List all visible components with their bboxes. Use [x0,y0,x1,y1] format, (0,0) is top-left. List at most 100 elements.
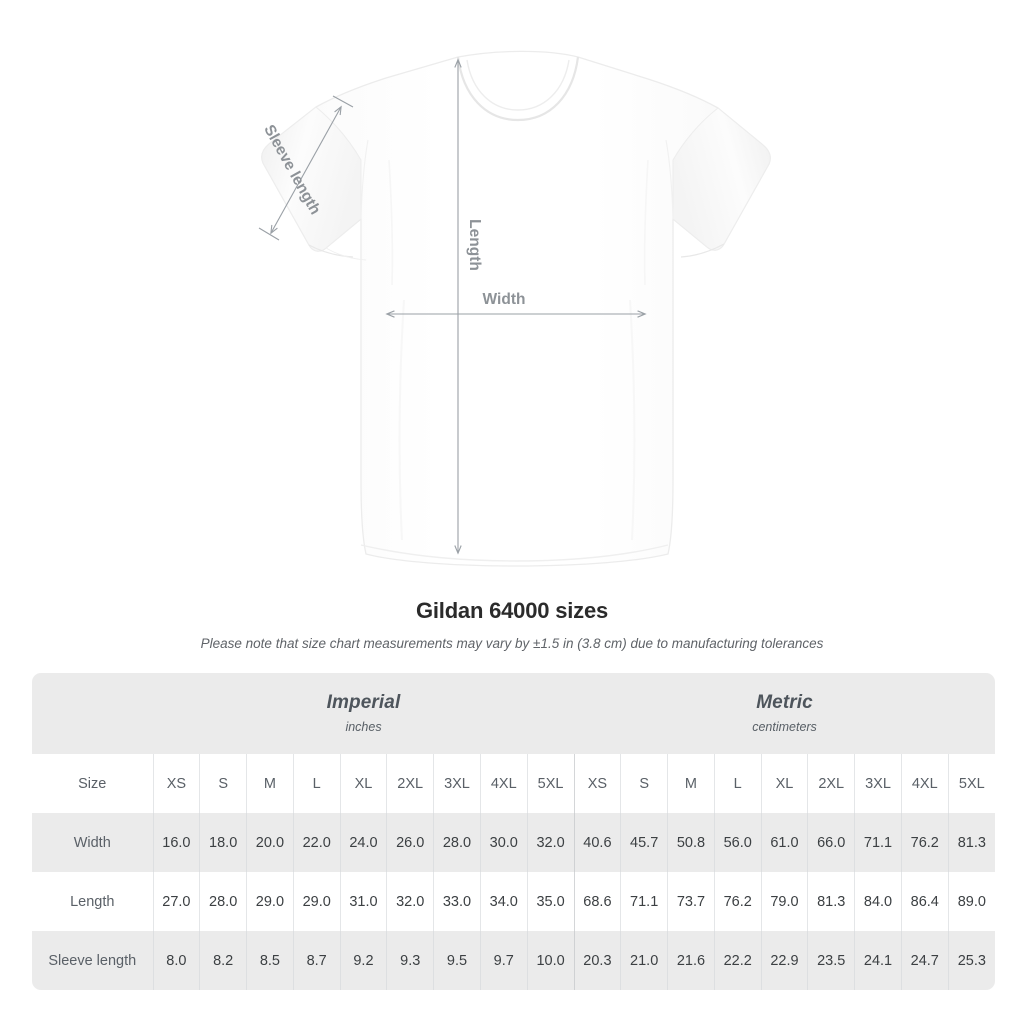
measurement-cell: 10.0 [526,931,575,990]
table-row: Sleeve length 8.0 8.2 8.5 8.7 9.2 9.3 9.5 9.7 10.… [32,931,995,990]
measurement-cell: 86.4 [900,872,949,931]
size-header-cell: 2XL [386,754,434,813]
measurement-cell: 21.0 [620,931,668,990]
size-header-cell: 5XL [947,754,995,813]
measurement-cell: 29.0 [292,872,341,931]
size-header-cell: 5XL [526,754,575,813]
length-label: Length [466,219,483,271]
measurement-cell: 33.0 [433,872,481,931]
measurement-cell: 84.0 [854,872,902,931]
measurement-cell: 50.8 [667,813,715,872]
size-header-cell: 4XL [479,754,528,813]
size-header-cell: XL [339,754,387,813]
size-header-cell: 3XL [433,754,481,813]
measurement-cell: 79.0 [760,872,808,931]
measurement-cell: 22.9 [760,931,808,990]
tshirt-diagram: Width Length Sleeve length [258,50,771,567]
measurement-cell: 31.0 [339,872,387,931]
row-label: Width [32,813,153,872]
size-header-cell: L [292,754,341,813]
row-label-size: Size [32,754,153,813]
unit-header-metric: Metric centimeters [574,673,995,754]
measurement-cell: 76.2 [713,872,762,931]
unit-name: Metric [756,692,813,713]
unit-subtitle: centimeters [752,720,817,734]
measurement-cell: 40.6 [573,813,621,872]
unit-name: Imperial [326,692,401,713]
unit-subtitle: inches [345,720,382,734]
measurement-cell: 71.1 [620,872,668,931]
measurement-cell: 8.2 [199,931,247,990]
measurement-cell: 35.0 [526,872,575,931]
size-header-cell: S [199,754,247,813]
measurement-cell: 24.7 [900,931,949,990]
measurement-cell: 28.0 [199,872,247,931]
unit-band-row: Imperial inches Metric centimeters [32,673,995,754]
measurement-cell: 81.3 [807,872,855,931]
table-row: Length 27.0 28.0 29.0 29.0 31.0 32.0 33.0 34.0 35… [32,872,995,931]
measurement-cell: 8.7 [292,931,341,990]
measurement-cell: 76.2 [900,813,949,872]
measurement-cell: 73.7 [667,872,715,931]
size-header-cell: L [713,754,762,813]
measurement-cell: 66.0 [807,813,855,872]
measurement-cell: 21.6 [667,931,715,990]
measurement-cell: 30.0 [479,813,528,872]
width-label: Width [483,291,526,308]
measurement-cell: 68.6 [573,872,621,931]
page-title: Gildan 64000 sizes [415,598,609,623]
size-header-cell: XS [573,754,621,813]
measurement-guides [258,58,647,555]
measurement-cell: 32.0 [386,872,434,931]
measurement-cell: 26.0 [386,813,434,872]
size-header-row: Size XS S M L XL 2XL 3XL 4XL 5XL XS S M L XL 2XL 3XL 4XL 5… [32,754,995,813]
measurement-cell: 45.7 [620,813,668,872]
row-label: Length [32,872,153,931]
measurement-cell: 27.0 [152,872,200,931]
unit-header-imperial: Imperial inches [153,673,575,754]
measurement-cell: 8.0 [152,931,200,990]
size-chart-table: Imperial inches Metric centimeters Size XS S M L… [32,673,995,990]
measurement-cell: 71.1 [854,813,902,872]
measurement-cell: 24.0 [339,813,387,872]
measurement-cell: 16.0 [152,813,200,872]
chart-heading-block: Gildan 64000 sizes Please note that size… [0,596,1024,654]
measurement-cell: 25.3 [947,931,995,990]
tshirt-illustration [261,50,771,567]
size-header-cell: XL [760,754,808,813]
measurement-cell: 29.0 [246,872,294,931]
measurement-cell: 9.7 [479,931,528,990]
measurement-cell: 20.0 [246,813,294,872]
measurement-cell: 61.0 [760,813,808,872]
unit-band-spacer [32,673,153,754]
measurement-cell: 9.5 [433,931,481,990]
size-header-cell: M [246,754,294,813]
size-header-cell: M [667,754,715,813]
size-header-cell: 2XL [807,754,855,813]
tolerance-note: Please note that size chart measurements… [200,636,824,651]
size-header-cell: 3XL [854,754,902,813]
measurement-cell: 24.1 [854,931,902,990]
measurement-cell: 81.3 [947,813,995,872]
measurement-cell: 34.0 [479,872,528,931]
measurement-cell: 8.5 [246,931,294,990]
size-chart-table-wrap: Imperial inches Metric centimeters Size XS S M L… [32,673,995,990]
measurement-cell: 28.0 [433,813,481,872]
measurement-cell: 89.0 [947,872,995,931]
sleeve-guide-line [270,105,342,235]
row-label: Sleeve length [32,931,153,990]
table-row: Width 16.0 18.0 20.0 22.0 24.0 26.0 28.0 30.0 32.… [32,813,995,872]
measurement-cell: 22.2 [713,931,762,990]
size-header-cell: S [620,754,668,813]
sleeve-tick-top [332,95,354,108]
measurement-cell: 22.0 [292,813,341,872]
measurement-cell: 20.3 [573,931,621,990]
size-header-cell: 4XL [900,754,949,813]
size-header-cell: XS [152,754,200,813]
measurement-cell: 9.2 [339,931,387,990]
measurement-cell: 23.5 [807,931,855,990]
measurement-cell: 32.0 [526,813,575,872]
measurement-cell: 9.3 [386,931,434,990]
sleeve-tick-bottom [258,227,280,241]
measurement-cell: 18.0 [199,813,247,872]
